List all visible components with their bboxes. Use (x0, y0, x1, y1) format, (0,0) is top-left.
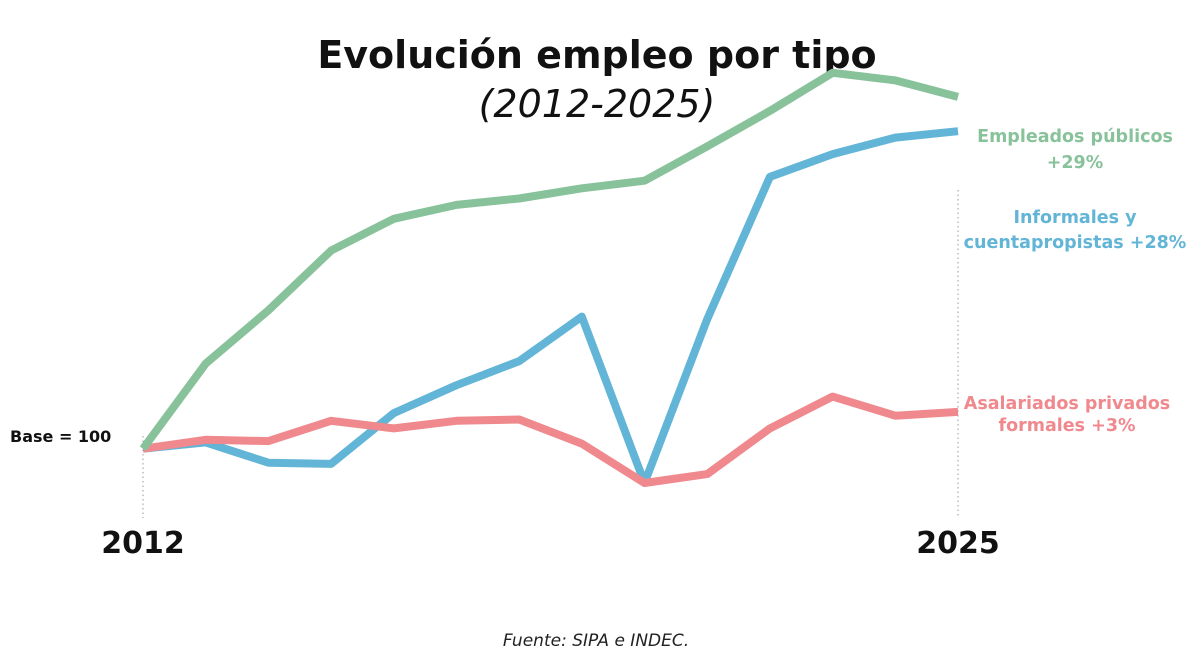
series-label-asalariados: Asalariados privados formales +3% (964, 394, 1170, 436)
series-line-empleados-publicos (139, 68, 960, 452)
series-label-line: cuentapropistas +28% (964, 233, 1187, 253)
series-label-line: Asalariados privados (964, 394, 1170, 414)
x-tick-end: 2025 (916, 526, 1000, 561)
base-label: Base = 100 (10, 427, 111, 446)
chart-title: Evolución empleo por tipo (317, 33, 876, 77)
series-line-asalariados-privados-formales (142, 392, 959, 487)
series-label-line: Informales y (1013, 208, 1137, 228)
series-label-empleados-publicos: Empleados públicos +29% (977, 127, 1173, 173)
series-label-informales: Informales y cuentapropistas +28% (964, 208, 1187, 253)
series-label-line: +29% (1047, 153, 1104, 173)
series-label-line: formales +3% (998, 416, 1135, 436)
series-label-line: Empleados públicos (977, 127, 1173, 147)
x-tick-start: 2012 (101, 526, 185, 561)
chart-subtitle: (2012-2025) (479, 82, 716, 126)
source-note: Fuente: SIPA e INDEC. (503, 631, 689, 651)
series-line-informales-y-cuentapropistas (142, 127, 959, 487)
series-lines (139, 68, 960, 487)
